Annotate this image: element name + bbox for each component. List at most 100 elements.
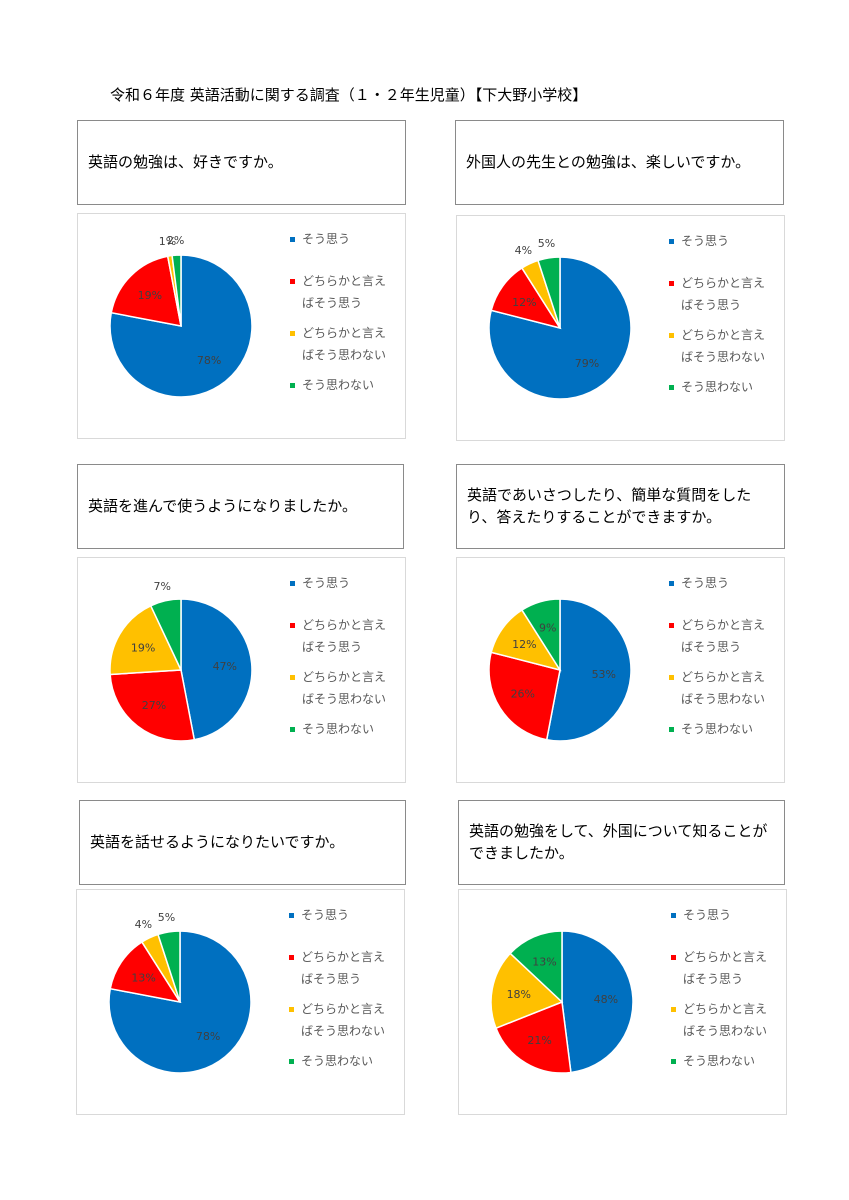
data-label: 27% [142, 699, 166, 712]
legend-swatch [290, 237, 295, 242]
legend: そう思う どちらかと言え ばそう思う どちらかと言え ばそう思わない そう思わない [669, 572, 781, 740]
legend-label: そう思う [681, 234, 730, 248]
legend-swatch [289, 955, 294, 960]
pie-svg: 78% 19% 1%2% [109, 234, 253, 398]
pie-svg: 48% 21% 18% 13% [490, 930, 634, 1074]
legend-label: ばそう思わない [683, 1024, 768, 1038]
legend-label: どちらかと言え [681, 328, 766, 342]
legend-label: どちらかと言え [302, 326, 387, 340]
pie-slice [109, 941, 182, 1004]
legend-label: ばそう思う [301, 972, 362, 986]
legend: そう思うどちらかと言え ばそう思うどちらかと言え ばそう思わないそう思わない [669, 230, 781, 398]
data-label: 53% [592, 668, 616, 681]
legend-item: どちらかと言え ばそう思う [669, 614, 781, 658]
legend-item: どちらかと言え ばそう思う [289, 946, 401, 990]
pie-svg: 78% 13% 4% 5% [108, 911, 252, 1074]
legend-label: そう思わない [302, 378, 375, 392]
data-label: 4% [135, 918, 152, 931]
legend-label: ばそう思わない [302, 348, 387, 362]
pie-slice [171, 254, 182, 327]
legend-item: どちらかと言え ばそう思わない [289, 998, 401, 1042]
legend-swatch [290, 675, 295, 680]
legend: そう思う どちらかと言え ばそう思う どちらかと言え ばそう思わない そう思わない [289, 904, 401, 1072]
pie-slice [110, 255, 182, 327]
data-label: 78% [196, 1030, 220, 1043]
legend: そう思う どちらかと言え ばそう思う どちらかと言え ばそう思わない そう思わない [671, 904, 783, 1072]
question-box-4: 英語であいさつしたり、簡単な質問をしたり、答えたりすることができますか。 [456, 464, 785, 549]
question-box-2: 外国人の先生との勉強は、楽しいですか。 [455, 120, 784, 205]
data-label: 26% [511, 688, 535, 701]
legend-label: どちらかと言え [683, 1002, 768, 1016]
legend-label: そう思わない [301, 1054, 374, 1068]
legend-label: ばそう思わない [301, 1024, 386, 1038]
legend-swatch [290, 581, 295, 586]
question-box-6: 英語の勉強をして、外国について知ることができましたか。 [458, 800, 785, 885]
data-label: 5% [158, 911, 175, 924]
legend-swatch [289, 1007, 294, 1012]
legend-swatch [669, 727, 674, 732]
pie-chart-5: 78% 13% 4% 5% そう思う どちらかと言え ばそう思う どちらかと言え ばそう思わない… [76, 889, 405, 1115]
legend-label: そう思う [302, 232, 351, 246]
data-label: 19% [138, 289, 162, 302]
data-label: 79% [575, 357, 599, 370]
data-label: 4% [515, 244, 532, 257]
data-label: 9% [539, 622, 556, 635]
question-box-1: 英語の勉強は、好きですか。 [77, 120, 406, 205]
legend-label: そう思う [683, 908, 732, 922]
legend-swatch [671, 913, 676, 918]
legend-label: どちらかと言え [301, 950, 386, 964]
legend-swatch [290, 727, 295, 732]
legend-item: そう思う [290, 228, 402, 250]
legend-label: どちらかと言え [301, 1002, 386, 1016]
data-label: 5% [538, 237, 555, 250]
pie-slice [490, 952, 564, 1030]
pie-chart-3: 47% 27% 19% 7% そう思う どちらかと言え ばそう思う どちらかと言え ばそう思わな… [77, 557, 406, 783]
pie-slice [520, 598, 561, 673]
legend-label: ばそう思う [302, 296, 363, 310]
data-label: 13% [532, 956, 556, 969]
pie-slice [509, 930, 563, 1004]
page-title: 令和６年度 英語活動に関する調査（１・２年生児童）【下大野小学校】 [110, 86, 588, 104]
legend-swatch [669, 281, 674, 286]
pie-slice [561, 930, 634, 1074]
legend-item: どちらかと言え ばそう思う [669, 272, 781, 316]
legend-swatch [669, 333, 674, 338]
legend-swatch [289, 913, 294, 918]
pie-slice [545, 598, 632, 742]
legend-label: どちらかと言え [302, 670, 387, 684]
legend-swatch [671, 1059, 676, 1064]
legend-item: どちらかと言え ばそう思う [290, 270, 402, 314]
pie-chart-4: 53% 26% 12% 9% そう思う どちらかと言え ばそう思う どちらかと言え ばそう思わな… [456, 557, 785, 783]
legend-item: そう思う [669, 572, 781, 594]
legend-swatch [290, 279, 295, 284]
legend-label: そう思わない [683, 1054, 756, 1068]
legend-label: どちらかと言え [681, 670, 766, 684]
legend-item: そう思わない [671, 1050, 783, 1072]
pie-slice [495, 1000, 572, 1074]
legend-label: ばそう思う [683, 972, 744, 986]
legend-label: ばそう思わない [302, 692, 387, 706]
legend-label: どちらかと言え [302, 618, 387, 632]
legend-item: どちらかと言え ばそう思わない [669, 666, 781, 710]
pie-chart-2: 79% 12% 4% 5% そう思う どちらかと言え ばそう思う どちらかと言え ばそう思わない… [456, 215, 785, 441]
question-box-3: 英語を進んで使うようになりましたか。 [77, 464, 404, 549]
legend-swatch [669, 239, 674, 244]
legend-label: ばそう思わない [681, 350, 766, 364]
legend-item: そう思う [289, 904, 401, 926]
data-label: 13% [131, 971, 155, 984]
legend-label: どちらかと言え [681, 618, 766, 632]
data-label: 2% [167, 234, 184, 247]
pie-slice [157, 930, 181, 1003]
pie-slice [109, 604, 183, 676]
question-box-5: 英語を話せるようになりたいですか。 [79, 800, 406, 885]
legend-label: ばそう思う [681, 298, 742, 312]
legend-item: どちらかと言え ばそう思わない [290, 322, 402, 366]
legend-item: どちらかと言え ばそう思う [290, 614, 402, 658]
legend-item: そう思わない [669, 376, 781, 398]
legend-label: そう思う [302, 576, 351, 590]
legend-label: ばそう思う [681, 640, 742, 654]
legend-item: そう思う [669, 230, 781, 252]
legend-item: そう思う [671, 904, 783, 926]
legend: そう思う どちらかと言え ばそう思う どちらかと言え ばそう思わない そう思わない [290, 228, 402, 396]
data-label: 12% [512, 638, 536, 651]
